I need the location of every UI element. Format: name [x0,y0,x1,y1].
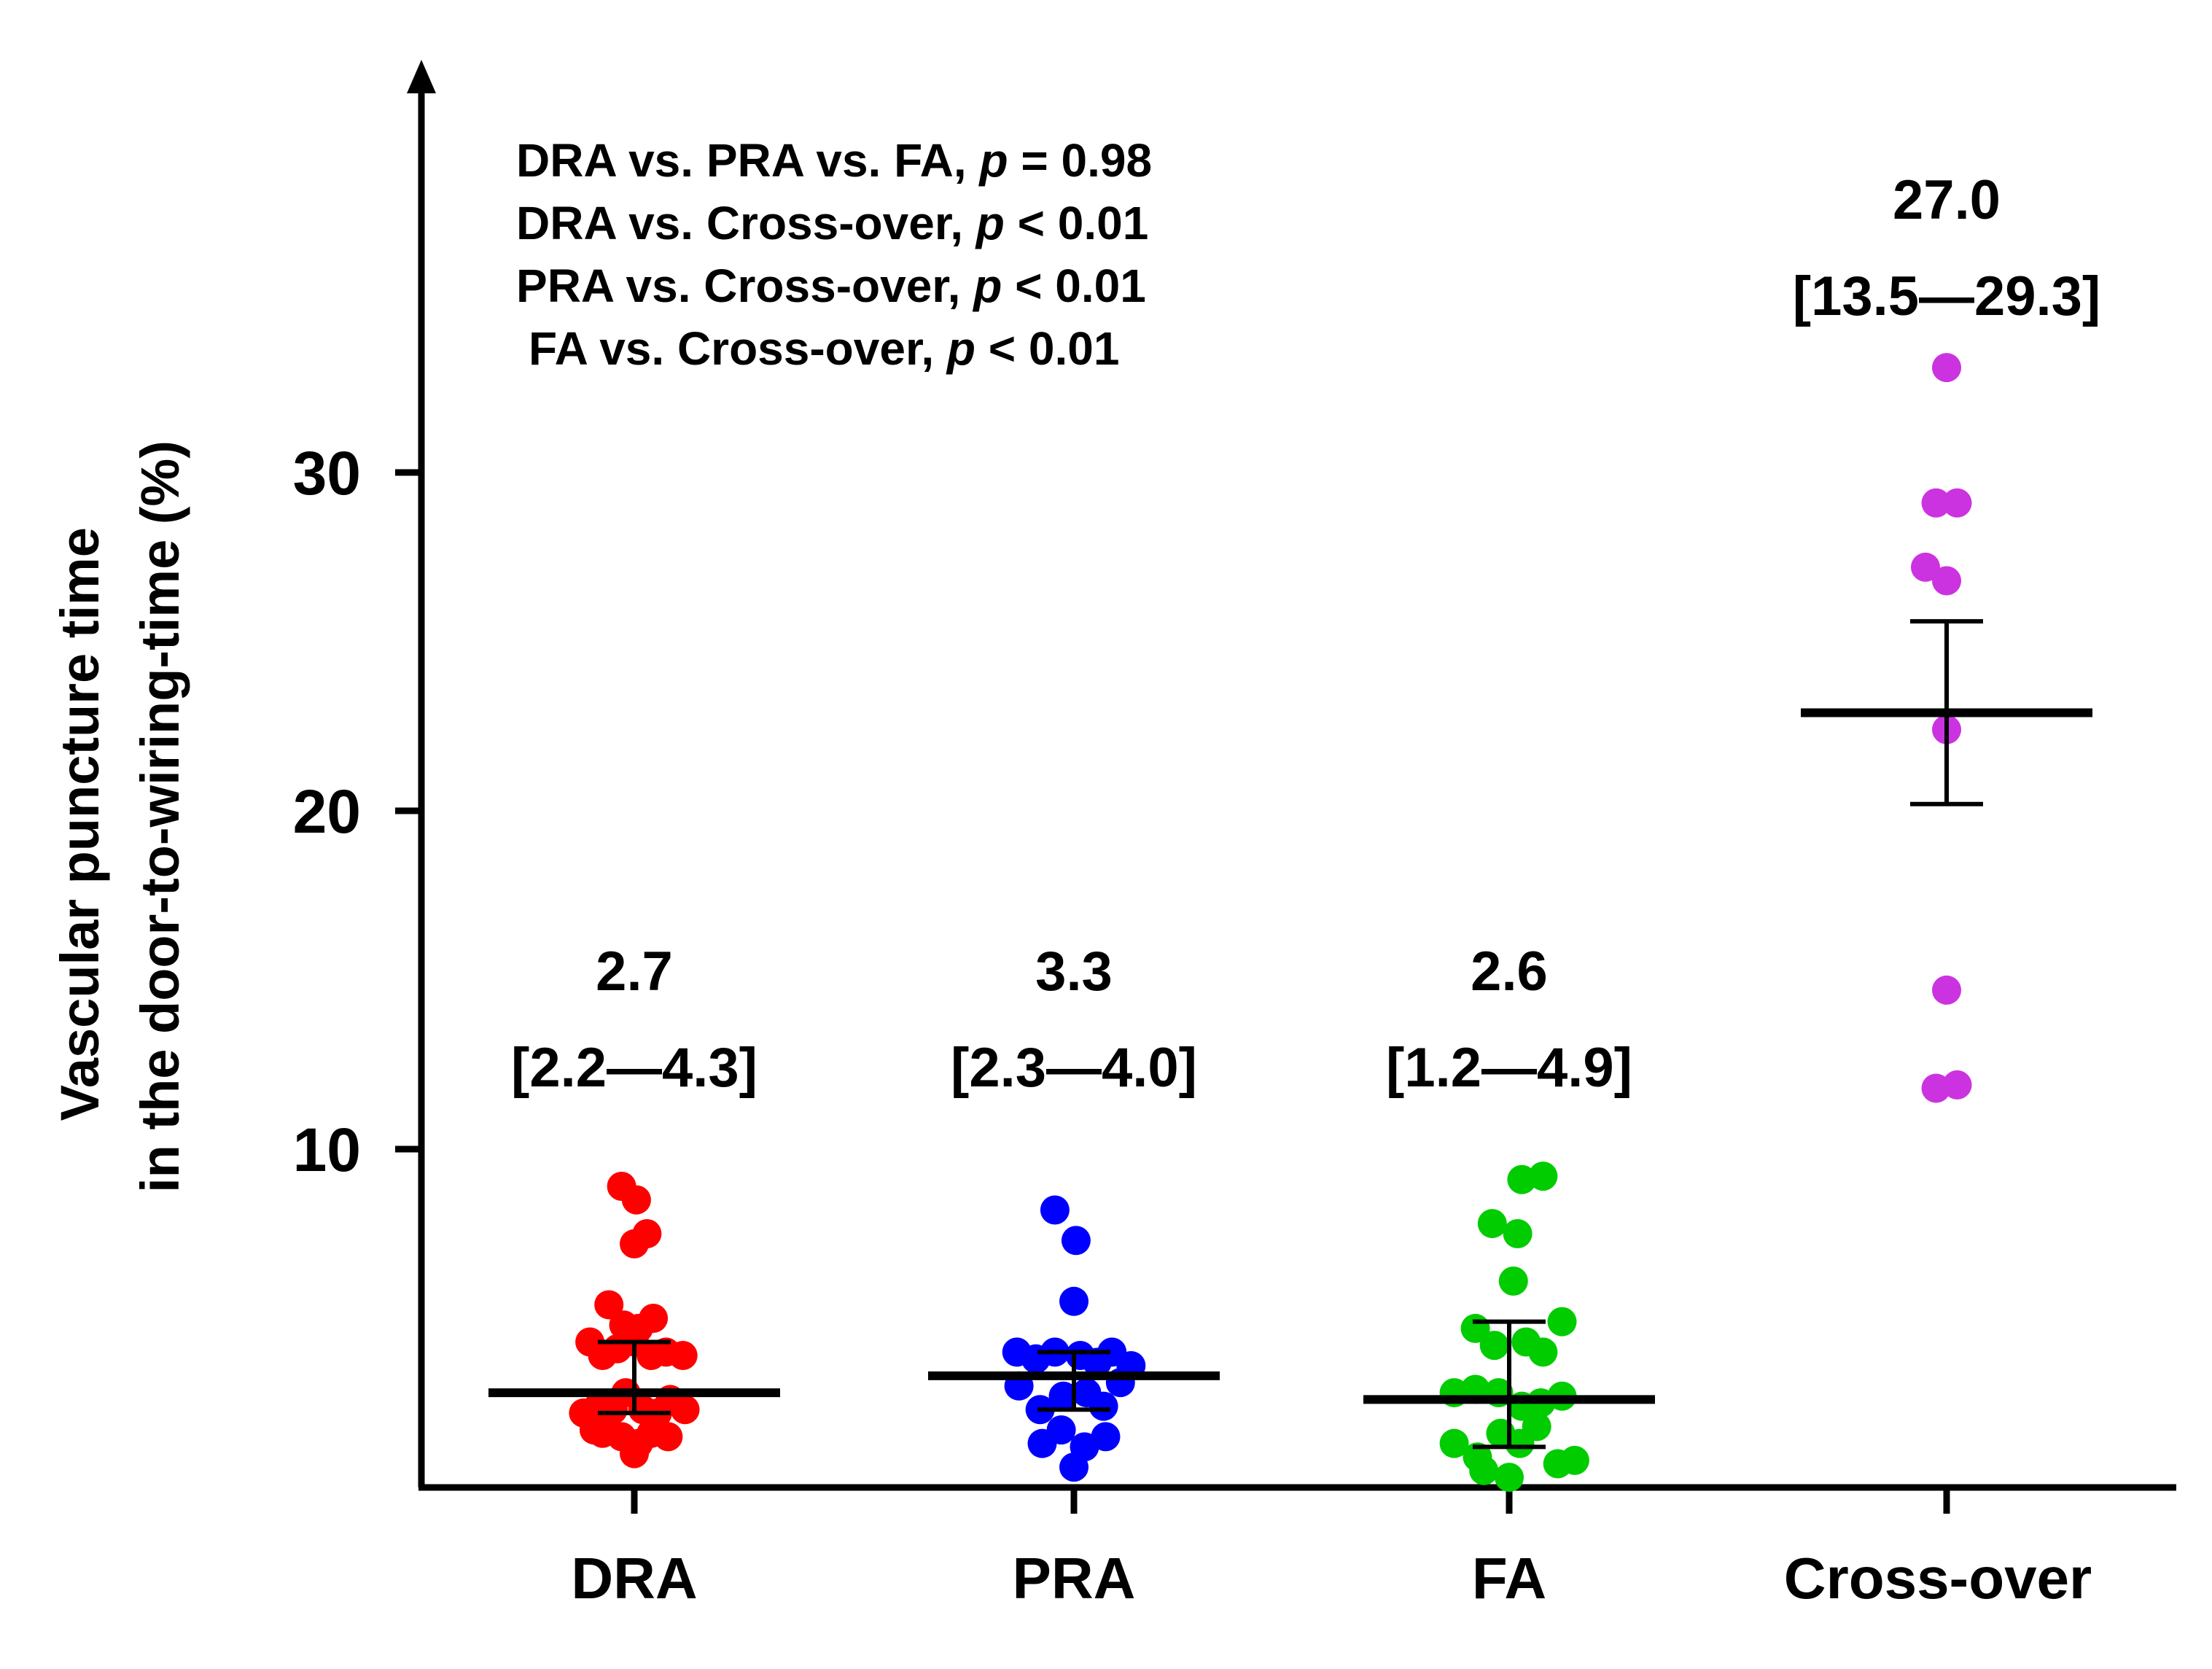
data-point-pra [1089,1391,1118,1421]
y-tick-label-2: 30 [293,439,361,507]
data-point-pra [1059,1286,1089,1316]
data-point-cross-over [1932,566,1961,596]
stats-annotation-value: = 0.98 [1008,134,1153,187]
data-point-pra [1059,1452,1089,1482]
data-point-fa [1498,1266,1528,1296]
group-pra: 3.3 [2.3—4.0] [928,941,1220,1482]
data-point-pra [1046,1415,1076,1445]
group-dra: 2.7 [2.2—4.3] [488,941,780,1468]
stats-annotation-1: DRA vs. Cross-over, p < 0.01 [516,197,1148,249]
data-point-fa [1479,1331,1509,1361]
data-point-pra [1048,1381,1078,1411]
data-groups: 2.7 [2.2—4.3] 3.3 [2.3—4.0] 2.6 [1.2—4.9] 27.0… [488,169,2100,1493]
data-point-dra [579,1415,609,1445]
x-axis-group: DRA PRA FA Cross-over [418,1484,2176,1611]
y-axis-arrow [407,60,436,93]
data-point-dra [621,1185,651,1215]
data-point-pra [1091,1422,1121,1452]
data-point-dra [668,1341,698,1371]
data-point-cross-over [1942,488,1972,518]
median-label-cross-over: 27.0 [1893,169,2001,231]
y-tick-label-0: 10 [293,1116,361,1184]
data-point-dra [653,1422,683,1452]
median-label-pra: 3.3 [1035,941,1113,1003]
x-tick-label-dra: DRA [571,1546,697,1611]
stats-p-symbol: p [975,197,1005,249]
stats-annotation-text: DRA vs. PRA vs. FA, [516,134,979,187]
stats-p-symbol: p [946,322,975,375]
data-point-fa [1522,1412,1551,1442]
stats-p-symbol: p [972,260,1002,312]
stats-annotation-text: PRA vs. Cross-over, [516,260,973,312]
data-point-fa [1495,1463,1524,1493]
stats-annotation-value: < 0.01 [1002,260,1146,312]
data-point-fa [1469,1455,1499,1485]
data-point-cross-over [1911,552,1940,582]
y-axis-label-line-1: Vascular puncture time [50,527,110,1121]
iqr-label-fa: [1.2—4.9] [1386,1037,1632,1099]
x-tick-label-pra: PRA [1013,1546,1136,1611]
median-label-dra: 2.7 [596,941,673,1003]
stats-annotation-text: FA vs. Cross-over, [529,322,947,375]
data-point-dra [670,1395,700,1425]
data-point-dra [594,1290,624,1320]
group-cross-over: 27.0 [13.5—29.3] [1793,169,2100,1103]
y-axis-group: 10 20 30 [293,60,436,1487]
data-point-fa [1547,1307,1577,1337]
y-axis-label: Vascular puncture time in the door-to-wi… [50,440,190,1193]
data-point-cross-over [1942,1070,1972,1100]
stats-annotation-text: DRA vs. Cross-over, [516,197,976,249]
data-point-dra [639,1304,669,1333]
stats-p-symbol: p [978,134,1008,187]
y-ticks: 10 20 30 [293,439,421,1184]
data-point-cross-over [1932,975,1961,1005]
stats-annotation-value: < 0.01 [975,322,1120,375]
data-point-pra [1040,1195,1070,1225]
data-point-cross-over [1932,353,1961,383]
data-point-fa [1528,1162,1558,1191]
data-point-fa [1477,1209,1507,1239]
y-tick-label-1: 20 [293,777,361,846]
x-tick-label-fa: FA [1472,1546,1546,1611]
stats-annotation-value: < 0.01 [1005,197,1149,249]
iqr-label-cross-over: [13.5—29.3] [1793,265,2100,327]
data-point-cross-over [1921,488,1951,518]
x-ticks: DRA PRA FA Cross-over [571,1487,2092,1611]
iqr-label-dra: [2.2—4.3] [511,1037,758,1099]
data-point-fa [1439,1428,1469,1458]
data-point-pra [1061,1226,1091,1256]
data-point-dra [632,1219,662,1248]
x-tick-label-cross-over: Cross-over [1784,1546,2092,1611]
y-axis-label-line-2: in the door-to-wiring-time (%) [130,440,190,1193]
stats-annotation-0: DRA vs. PRA vs. FA, p = 0.98 [516,134,1152,187]
stats-annotations: DRA vs. PRA vs. FA, p = 0.98 DRA vs. Cros… [516,134,1152,375]
data-point-fa [1511,1327,1541,1357]
stats-annotation-2: PRA vs. Cross-over, p < 0.01 [516,260,1146,312]
data-point-dra [620,1439,649,1468]
data-point-fa [1559,1445,1589,1475]
median-label-fa: 2.6 [1471,941,1548,1003]
group-fa: 2.6 [1.2—4.9] [1363,941,1655,1493]
data-point-fa [1503,1219,1533,1248]
stats-annotation-3: FA vs. Cross-over, p < 0.01 [529,322,1119,375]
iqr-label-pra: [2.3—4.0] [951,1037,1197,1099]
